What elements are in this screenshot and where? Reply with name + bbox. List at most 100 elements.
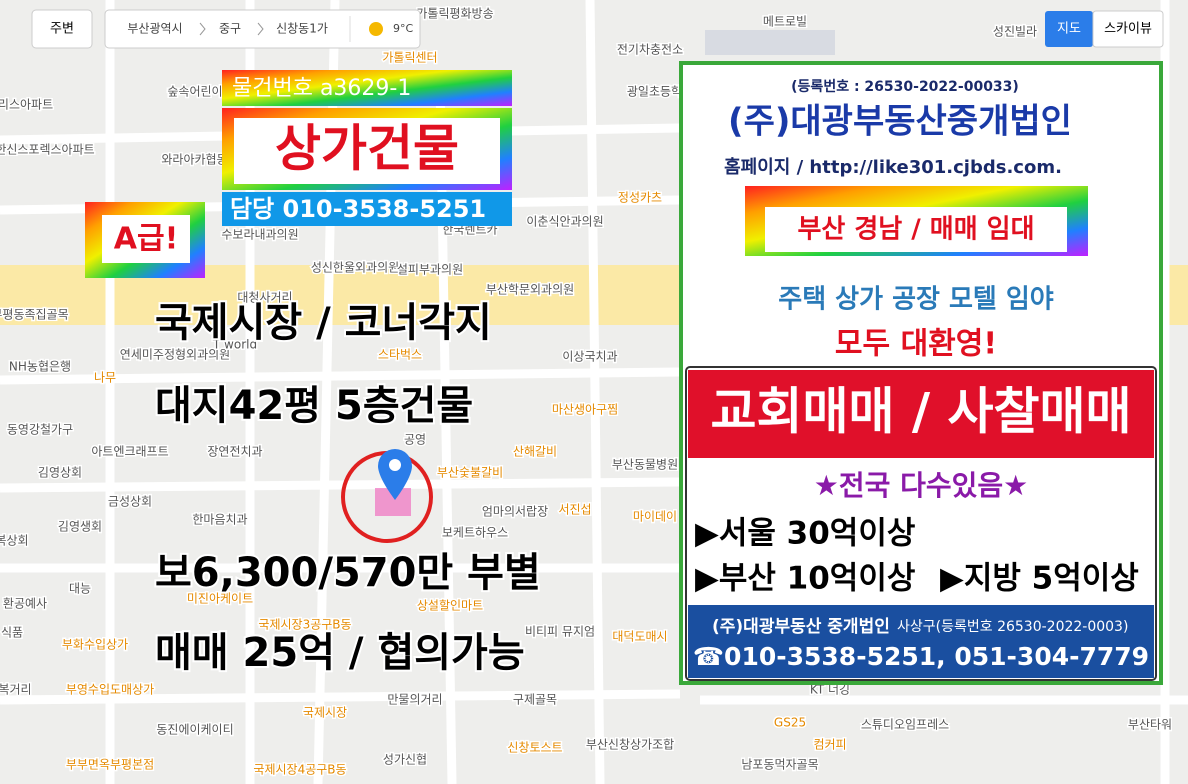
- map-label[interactable]: 부산숯불갈비: [435, 464, 504, 481]
- map-label[interactable]: 금성상회: [106, 493, 153, 510]
- map-label[interactable]: 신창토스트: [506, 739, 564, 756]
- map-label[interactable]: 연세미주정형외과의원: [118, 346, 231, 363]
- map-label[interactable]: 김영상회: [36, 464, 83, 481]
- map-label[interactable]: 부산신창상가조합: [584, 736, 675, 753]
- map-label[interactable]: 장연전치과: [206, 443, 264, 460]
- map-label[interactable]: 부산동물병원: [610, 456, 679, 473]
- map-label[interactable]: 김영생회: [56, 518, 103, 535]
- listing-line: 보6,300/570만 부별: [155, 550, 541, 596]
- map-label[interactable]: 식품: [0, 624, 25, 641]
- ad-company: (주)대광부동산중개법인: [728, 102, 1072, 142]
- map-label[interactable]: 부평동족집골목: [0, 306, 70, 323]
- map-label[interactable]: 부화수입상가: [60, 636, 129, 653]
- ad-local: ▶지방 5억이상: [940, 561, 1139, 597]
- ad-registration: (등록번호 : 26530-2022-00033): [791, 79, 1019, 95]
- map-label[interactable]: 성진빌라: [991, 23, 1038, 40]
- map-label[interactable]: 스튜디오임프레스: [859, 716, 950, 733]
- map-label[interactable]: 한신스포렉스아파트: [0, 141, 96, 158]
- map-label[interactable]: 환공예사: [1, 595, 48, 612]
- map-label[interactable]: 마산생아구찜: [550, 401, 619, 418]
- map-label[interactable]: 설피부과의원: [395, 261, 464, 278]
- map-label[interactable]: 이상국치과: [561, 348, 619, 365]
- listing-category: 상가건물: [275, 120, 459, 178]
- map-label[interactable]: 부산타워: [1126, 716, 1173, 733]
- ad-busan: ▶부산 10억이상: [695, 561, 915, 597]
- map-label[interactable]: 전기차충전소: [615, 41, 684, 58]
- map-label[interactable]: 엄마의서랍장: [480, 503, 549, 520]
- ad-panel: (등록번호 : 26530-2022-00033) (주)대광부동산중개법인 홈…: [679, 61, 1163, 685]
- ad-footer-registration: 사상구(등록번호 26530-2022-0003): [897, 619, 1128, 635]
- map-label[interactable]: T world: [210, 336, 258, 353]
- map-label[interactable]: 대청사거리: [236, 289, 294, 306]
- ad-homepage[interactable]: 홈페이지 / http://like301.cjbds.com.: [724, 156, 1062, 178]
- map-label[interactable]: 가톨릭평화방송: [415, 5, 495, 22]
- map-label[interactable]: 정성카츠: [616, 189, 663, 206]
- map-label[interactable]: 스타벅스: [376, 346, 423, 363]
- listing-contact: 담당 010-3538-5251: [230, 195, 486, 223]
- sun-icon: [369, 22, 383, 36]
- listing-grade: A급!: [114, 222, 179, 257]
- weather: 9°C: [393, 22, 413, 35]
- map-label[interactable]: NH농협은행: [7, 357, 72, 375]
- nearby-button[interactable]: 주변: [50, 22, 74, 37]
- map-label[interactable]: 국제시장4공구B동: [252, 761, 348, 778]
- map-label[interactable]: 서진섭: [557, 501, 593, 518]
- map-label[interactable]: 가톨릭센터: [381, 49, 439, 66]
- map-label[interactable]: 성신한울외과의원: [309, 259, 400, 276]
- listing-line: 매매 25억 / 협의가능: [155, 630, 525, 676]
- map-label[interactable]: 마이데이: [631, 508, 678, 525]
- ad-welcome: 모두 대환영!: [835, 327, 997, 362]
- map-label[interactable]: 성가신협: [381, 751, 428, 768]
- map-label[interactable]: 부영수입도매상가: [64, 681, 155, 698]
- map-label[interactable]: 구제골목: [511, 691, 558, 708]
- map-label[interactable]: 나무: [92, 369, 117, 386]
- map-label[interactable]: 팰리스아파트: [0, 96, 55, 113]
- map-label[interactable]: 부산학문외과의원: [484, 281, 575, 298]
- map-label[interactable]: 상설할인마트: [415, 597, 484, 614]
- breadcrumb[interactable]: 신창동1가: [276, 22, 328, 36]
- map-label[interactable]: 만물의거리: [386, 691, 444, 708]
- map-label[interactable]: KT 너깅: [808, 681, 851, 698]
- map-label[interactable]: 한마음치과: [191, 511, 249, 528]
- map-label[interactable]: 보케트하우스: [440, 524, 509, 541]
- map-label[interactable]: 남포동먹자골목: [740, 756, 820, 773]
- location-pin[interactable]: [378, 449, 412, 500]
- breadcrumb[interactable]: 중구: [219, 22, 241, 36]
- map-label[interactable]: 산해갈비: [511, 443, 558, 460]
- map-label[interactable]: 대능: [67, 580, 92, 597]
- map-label[interactable]: 메트로빌: [761, 13, 808, 30]
- map-label[interactable]: 국제시장: [301, 704, 348, 721]
- skyview-button[interactable]: 스카이뷰: [1104, 22, 1152, 37]
- map-label[interactable]: 컴커피: [812, 736, 848, 753]
- map-label[interactable]: 동진에이케이티: [155, 721, 235, 738]
- map-label[interactable]: 광일초등학교: [625, 83, 694, 100]
- map-button[interactable]: 지도: [1057, 22, 1081, 37]
- listing-line: 국제시장 / 코너각지: [155, 300, 492, 346]
- map-label[interactable]: 대덕도매시: [611, 628, 669, 645]
- map-label[interactable]: 공영: [402, 431, 427, 448]
- map-label[interactable]: 복상회: [0, 532, 30, 549]
- ad-types: 주택 상가 공장 모텔 임야: [778, 285, 1053, 315]
- ad-region: 부산 경남 / 매매 임대: [797, 215, 1034, 245]
- listing-overlay: 물건번호 a3629-1 상가건물 담당 010-3538-5251 A급! 국…: [85, 70, 543, 678]
- map-label[interactable]: 미진아케이트: [185, 590, 254, 607]
- map-label[interactable]: 이춘식안과의원: [525, 213, 605, 230]
- map-label[interactable]: 복거리: [0, 681, 33, 698]
- map-label[interactable]: 숲속어린이: [166, 83, 224, 100]
- map-label[interactable]: 아트엔크래프트: [90, 443, 170, 460]
- map-label[interactable]: 비티피 뮤지엄: [523, 623, 596, 640]
- map-label[interactable]: 부부면옥부평본점: [64, 756, 155, 773]
- map-label[interactable]: 와라아카협동조: [160, 151, 240, 168]
- breadcrumb[interactable]: 부산광역시: [127, 22, 182, 36]
- map-label[interactable]: 수보라내과의원: [220, 226, 300, 243]
- ad-nationwide: ★전국 다수있음★: [814, 469, 1029, 502]
- ad-footer-company: (주)대광부동산 중개법인: [712, 617, 890, 637]
- map-label[interactable]: 동영강철가구: [5, 421, 74, 438]
- map-label[interactable]: GS25: [772, 714, 807, 731]
- ad-seoul: ▶서울 30억이상: [695, 516, 915, 552]
- map-label[interactable]: 국제시장3공구B동: [257, 616, 353, 633]
- listing-number: 물건번호 a3629-1: [232, 76, 411, 101]
- top-bar: 주변 부산광역시 중구 신창동1가 9°C 지도 스카이뷰: [31, 9, 1164, 49]
